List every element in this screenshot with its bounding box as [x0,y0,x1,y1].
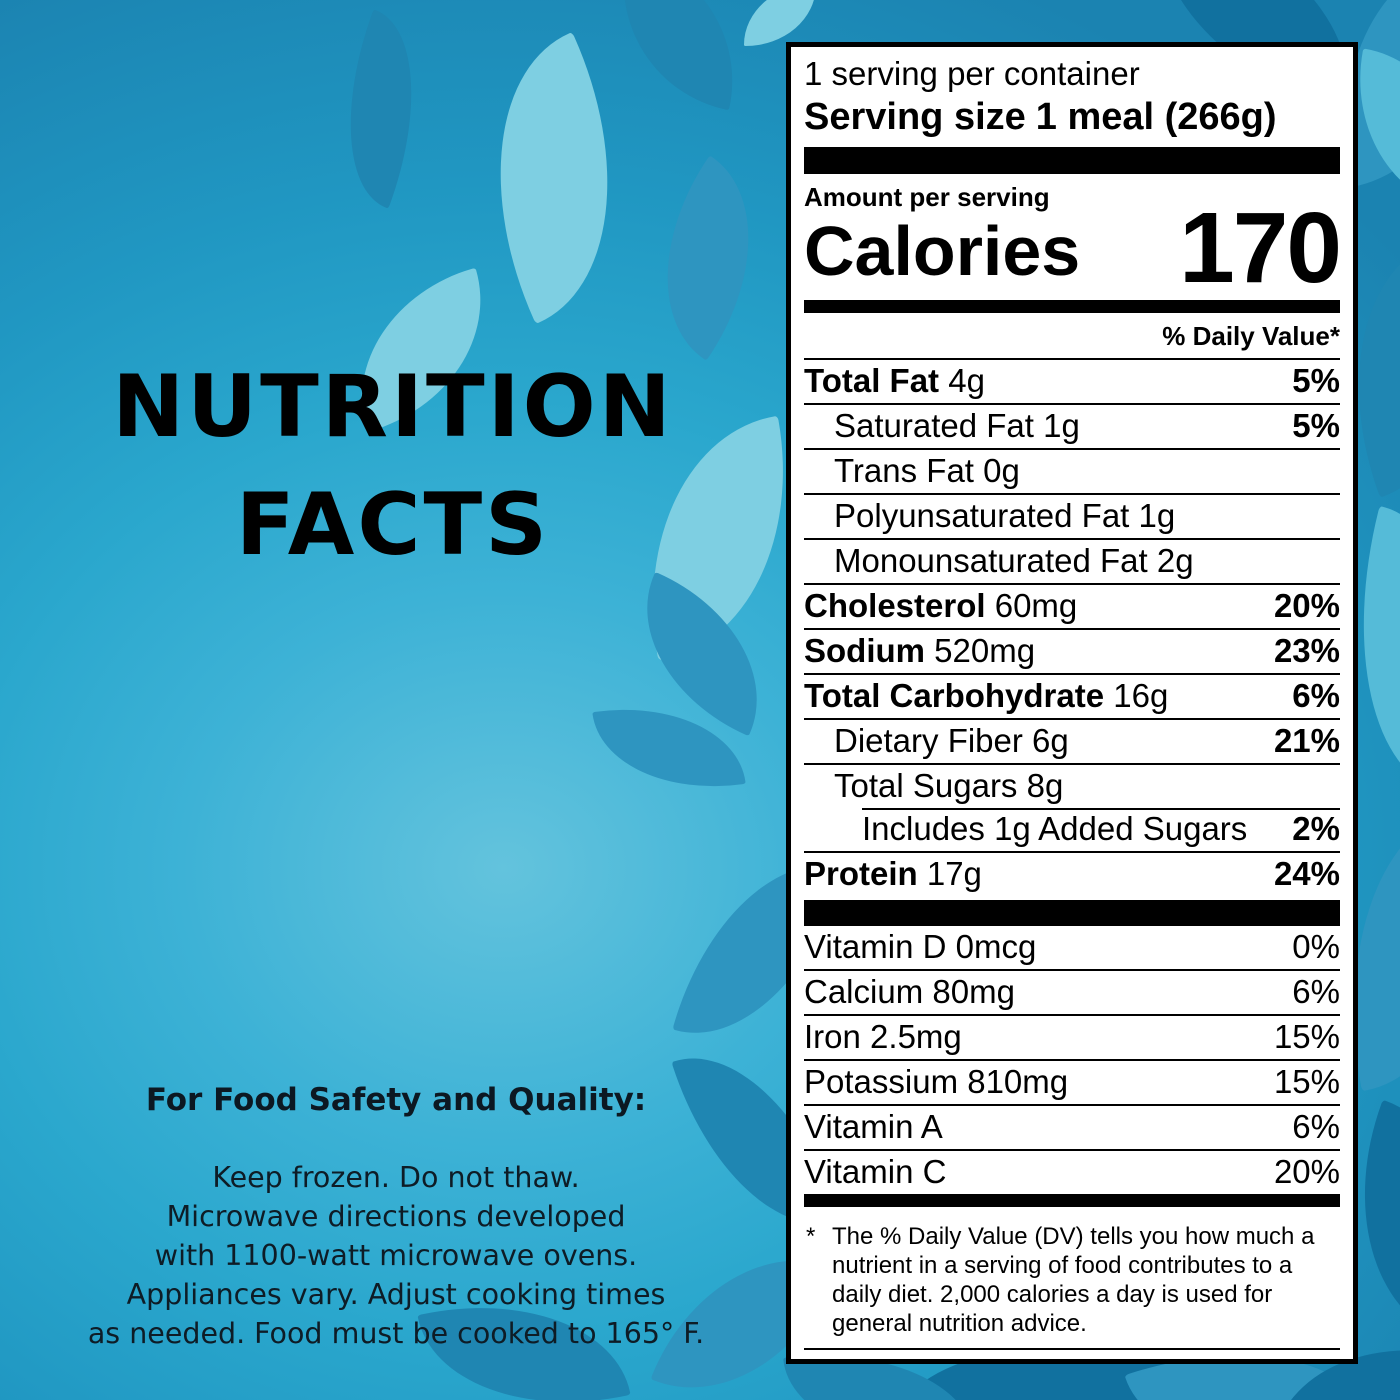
title-line-1: NUTRITION [112,357,674,457]
serving-size-label: Serving size [804,96,1026,138]
nutrient-row: Sodium 520mg 23% [804,628,1340,673]
nutrient-row: Cholesterol 60mg 20% [804,583,1340,628]
divider-medium [804,300,1340,313]
nutrient-daily-value: 23% [1273,632,1340,669]
amount-per-serving-label: Amount per serving [804,182,1050,212]
nutrient-name: Calcium 80mg [804,973,1015,1010]
servings-per-container: 1 serving per container [804,55,1140,92]
nutrient-row: Total Fat 4g 5% [804,358,1340,403]
nutrient-daily-value: 20% [1273,587,1340,624]
nutrient-row: Polyunsaturated Fat 1g [804,493,1340,538]
food-safety-section: For Food Safety and Quality: Keep frozen… [0,1082,792,1353]
page-title: NUTRITION FACTS [0,348,786,584]
divider-medium [804,1194,1340,1207]
serving-size-value: 1 meal (266g) [1035,96,1277,138]
serving-size: Serving size 1 meal (266g) [804,95,1340,145]
leaf-icon [613,155,803,361]
leaf-icon [599,0,757,111]
nutrient-daily-value: 6% [1292,973,1340,1010]
nutrient-name: Total Carbohydrate 16g [804,677,1169,714]
daily-value-header: % Daily Value* [1162,321,1340,351]
nutrient-name: Trans Fat 0g [834,452,1020,489]
calories-per-gram-label: Calories per gram: [804,1350,1340,1359]
nutrient-row: Protein 17g 24% [804,851,1340,896]
nutrient-rows: Total Fat 4g 5% Saturated Fat 1g 5% Trans Fa… [804,358,1340,896]
nutrient-row: Vitamin A 6% [804,1104,1340,1149]
nutrient-name: Total Fat 4g [804,362,985,399]
nutrient-row: Includes 1g Added Sugars 2% [804,808,1340,851]
nutrient-row: Calcium 80mg 6% [804,969,1340,1014]
nutrient-name: Polyunsaturated Fat 1g [834,497,1176,534]
nutrient-name: Dietary Fiber 6g [834,722,1069,759]
nutrient-row: Total Sugars 8g [804,763,1340,808]
nutrient-row: Trans Fat 0g [804,448,1340,493]
nutrient-name: Protein 17g [804,855,982,892]
nutrient-row: Vitamin D 0mcg 0% [804,926,1340,969]
nutrient-name: Potassium 810mg [804,1063,1069,1100]
calories-row: Calories 170 [804,192,1342,304]
food-safety-text: Keep frozen. Do not thaw. Microwave direc… [87,1161,705,1350]
calories-value: 170 [1179,192,1342,304]
nutrient-row: Saturated Fat 1g 5% [804,403,1340,448]
nutrient-daily-value: 24% [1273,855,1340,892]
nutrient-name: Total Sugars 8g [834,767,1064,804]
footnote-text: The % Daily Value (DV) tells you how muc… [832,1223,1315,1337]
nutrient-row: Dietary Fiber 6g 21% [804,718,1340,763]
nutrient-name: Includes 1g Added Sugars [862,810,1248,847]
nutrient-name: Cholesterol 60mg [804,587,1078,624]
divider-thick [804,147,1340,174]
nutrient-name: Monounsaturated Fat 2g [834,542,1194,579]
nutrient-name: Vitamin D 0mcg [804,928,1037,965]
food-safety-heading: For Food Safety and Quality: [145,1082,647,1118]
nutrition-facts-panel: 1 serving per container Serving size 1 me… [786,42,1358,1364]
nutrient-daily-value: 5% [1292,362,1340,399]
nutrient-daily-value: 5% [1292,407,1340,444]
nutrient-name: Saturated Fat 1g [834,407,1080,444]
nutrient-row: Iron 2.5mg 15% [804,1014,1340,1059]
nutrient-name: Vitamin A [804,1108,943,1145]
nutrient-daily-value: 20% [1273,1153,1340,1190]
nutrient-row: Potassium 810mg 15% [804,1059,1340,1104]
footnote-asterisk: * [806,1223,816,1250]
nutrient-daily-value: 21% [1273,722,1340,759]
leaf-icon [744,0,816,46]
nutrient-daily-value: 0% [1292,928,1340,965]
divider-hairline [804,1348,1340,1350]
nutrient-daily-value: 6% [1292,677,1340,714]
nutrient-name: Vitamin C [804,1153,947,1190]
nutrient-daily-value: 15% [1273,1063,1340,1100]
nutrient-daily-value: 15% [1273,1018,1340,1055]
divider-thick [804,900,1340,926]
leaf-icon [311,9,451,209]
vitamin-rows: Vitamin D 0mcg 0% Calcium 80mg 6% Iron 2.5mg… [804,926,1340,1194]
nutrient-daily-value: 6% [1292,1108,1340,1145]
nutrient-row: Monounsaturated Fat 2g [804,538,1340,583]
nutrient-name: Iron 2.5mg [804,1018,962,1055]
title-line-2: FACTS [235,475,551,575]
nutrient-daily-value: 2% [1292,810,1340,847]
nutrient-row: Vitamin C 20% [804,1149,1340,1194]
nutrient-row: Total Carbohydrate 16g 6% [804,673,1340,718]
nutrient-name: Sodium 520mg [804,632,1036,669]
daily-value-footnote: * The % Daily Value (DV) tells you how m… [804,1213,1340,1348]
calories-label: Calories [804,212,1081,290]
